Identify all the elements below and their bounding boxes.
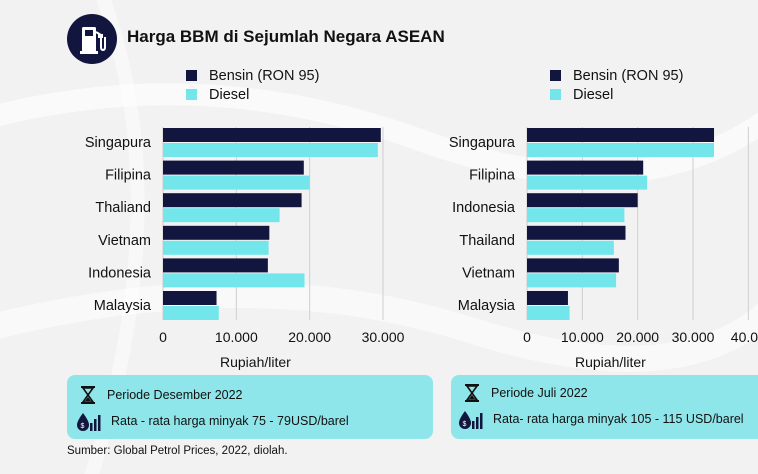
category-label: Thailand	[459, 233, 515, 249]
bar-diesel	[527, 208, 625, 223]
bar-bensin	[527, 258, 619, 273]
x-axis-label-right: Rupiah/liter	[575, 354, 646, 370]
period-row: Periode Juli 2022	[463, 383, 588, 403]
bar-diesel	[527, 143, 715, 157]
bar-diesel	[527, 175, 648, 190]
legend-label: Bensin (RON 95)	[209, 67, 320, 84]
legend-item-diesel: Diesel	[550, 85, 683, 104]
hourglass-icon	[465, 384, 479, 402]
x-axis-label-left: Rupiah/liter	[220, 354, 291, 370]
period-row: Periode Desember 2022	[79, 385, 243, 405]
category-label: Singapura	[449, 135, 516, 151]
svg-text:$: $	[463, 421, 467, 428]
bar-diesel	[163, 240, 269, 255]
category-label: Singapura	[85, 135, 152, 151]
category-label: Indonesia	[452, 200, 516, 216]
info-box-left: Periode Desember 2022 $ Rata - rata harg…	[67, 375, 433, 439]
legend-label: Diesel	[209, 86, 250, 103]
bar-diesel	[163, 143, 378, 157]
legend-item-bensin: Bensin (RON 95)	[186, 66, 319, 85]
x-tick-label: 0	[523, 329, 531, 345]
legend-item-bensin: Bensin (RON 95)	[550, 66, 683, 85]
oil-price-row: $ Rata- rata harga minyak 105 - 115 USD/…	[457, 407, 744, 431]
category-label: Malaysia	[94, 298, 152, 314]
legend-swatch-bensin	[550, 70, 561, 81]
oil-price-icon: $	[77, 413, 101, 431]
category-label: Filipina	[469, 168, 516, 184]
x-tick-label: 20.000	[616, 329, 659, 345]
info-box-right: Periode Juli 2022 $ Rata- rata harga min…	[451, 375, 758, 439]
bar-bensin	[163, 160, 304, 175]
legend-swatch-diesel	[186, 89, 197, 100]
hourglass-icon	[81, 386, 95, 404]
category-label: Filipina	[105, 168, 152, 184]
fuel-pump-icon	[80, 27, 106, 54]
category-label: Malaysia	[458, 298, 516, 314]
bar-diesel	[163, 208, 280, 223]
legend-label: Bensin (RON 95)	[573, 67, 684, 84]
legend-right: Bensin (RON 95) Diesel	[550, 66, 683, 104]
fuel-pump-logo	[67, 14, 117, 64]
bar-diesel	[163, 306, 219, 320]
oil-price-text: Rata- rata harga minyak 105 - 115 USD/ba…	[493, 412, 744, 426]
bar-bensin	[527, 160, 644, 175]
oil-price-icon: $	[459, 411, 483, 429]
category-label: Thaliand	[95, 200, 151, 216]
legend-swatch-bensin	[186, 70, 197, 81]
bar-bensin	[163, 225, 270, 240]
legend-left: Bensin (RON 95) Diesel	[186, 66, 319, 104]
source-note: Sumber: Global Petrol Prices, 2022, diol…	[67, 445, 288, 457]
oil-price-text: Rata - rata harga minyak 75 - 79USD/bare…	[111, 414, 349, 428]
bar-diesel	[527, 240, 614, 255]
x-tick-label: 30.000	[672, 329, 715, 345]
bar-bensin	[163, 128, 381, 142]
category-label: Indonesia	[88, 265, 152, 281]
bar-diesel	[163, 175, 310, 190]
bar-bensin	[527, 225, 626, 240]
x-tick-label: 10.000	[561, 329, 604, 345]
legend-label: Diesel	[573, 86, 614, 103]
bar-diesel	[527, 273, 617, 288]
bar-diesel	[163, 273, 305, 288]
bar-bensin	[163, 291, 217, 305]
period-text: Periode Desember 2022	[107, 388, 243, 402]
legend-item-diesel: Diesel	[186, 85, 319, 104]
x-tick-label: 10.000	[215, 329, 258, 345]
x-tick-label: 20.000	[288, 329, 331, 345]
bar-bensin	[163, 193, 302, 208]
bar-bensin	[163, 258, 268, 273]
category-label: Vietnam	[98, 233, 151, 249]
legend-swatch-diesel	[550, 89, 561, 100]
x-tick-label: 30.000	[362, 329, 405, 345]
category-label: Vietnam	[462, 265, 515, 281]
bar-bensin	[527, 193, 638, 208]
bar-bensin	[527, 128, 715, 142]
x-tick-label: 40.00	[731, 329, 758, 345]
x-tick-label: 0	[159, 329, 167, 345]
period-text: Periode Juli 2022	[491, 386, 588, 400]
bar-bensin	[527, 291, 568, 305]
page-title: Harga BBM di Sejumlah Negara ASEAN	[127, 27, 445, 46]
bar-diesel	[527, 306, 570, 320]
svg-text:$: $	[81, 423, 85, 430]
oil-price-row: $ Rata - rata harga minyak 75 - 79USD/ba…	[75, 409, 349, 433]
